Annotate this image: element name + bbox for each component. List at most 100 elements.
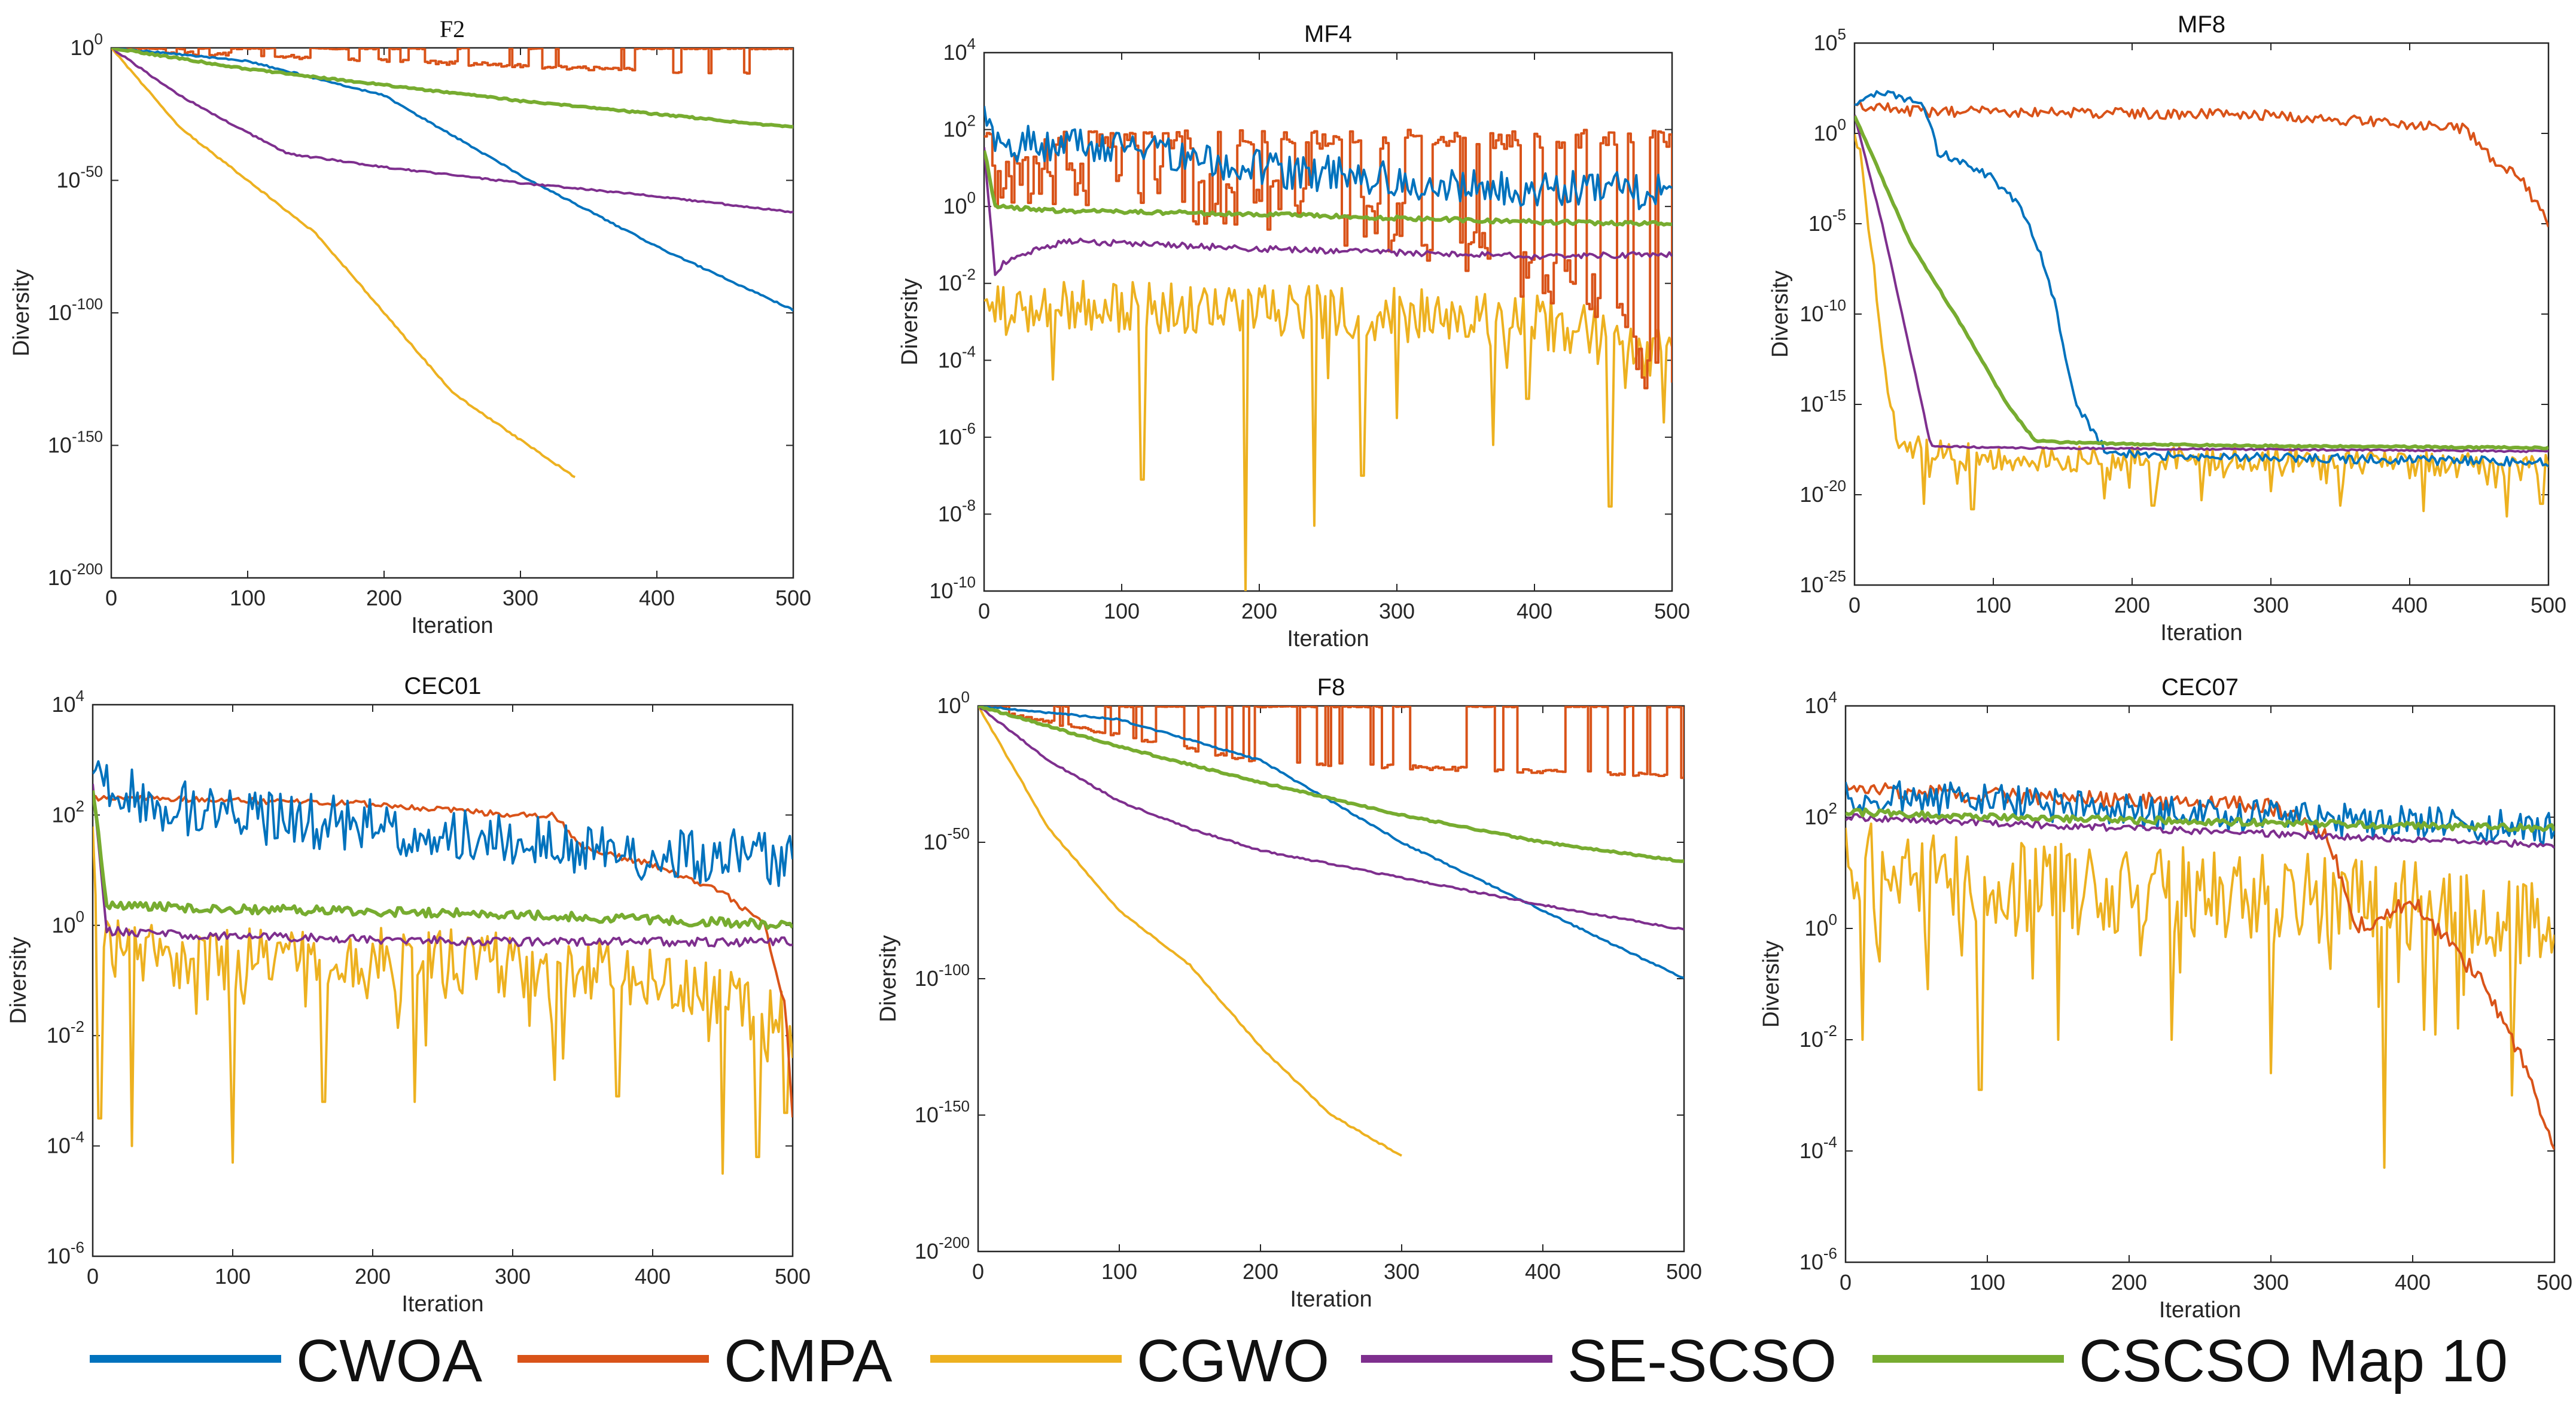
y-tick-label: 10-4 xyxy=(938,342,976,372)
legend-line-cscso-map-10 xyxy=(1872,1355,2064,1363)
series-line-cwoa xyxy=(93,760,793,887)
y-tick-label: 105 xyxy=(1813,25,1846,55)
legend-line-cwoa xyxy=(90,1355,281,1363)
y-tick-label: 10-20 xyxy=(1799,477,1846,507)
x-tick-label: 200 xyxy=(2114,593,2150,617)
plot-area xyxy=(110,47,794,579)
series-line-cwoa xyxy=(111,48,793,312)
legend-label-cgwo: CGWO xyxy=(1137,1327,1330,1394)
x-tick-label: 200 xyxy=(355,1264,391,1289)
y-tick-label: 10-15 xyxy=(1799,386,1846,416)
x-tick-label: 100 xyxy=(215,1264,251,1289)
series-group xyxy=(1855,90,2548,518)
chart-f2: F2 0 100 200 300 400 500 100 10-50 10-100 10-150 10… xyxy=(9,16,811,638)
series-line-cgwo xyxy=(978,706,1402,1157)
y-tick-label: 10-5 xyxy=(1808,206,1846,236)
y-tick-label: 102 xyxy=(943,112,976,142)
y-axis-label: Diversity xyxy=(1768,270,1793,358)
series-group xyxy=(984,106,1672,591)
y-axis-label: Diversity xyxy=(897,278,922,366)
y-tick-label: 104 xyxy=(943,35,976,65)
x-tick-label: 100 xyxy=(1104,599,1140,623)
series-line-cwoa xyxy=(984,106,1672,211)
legend-label-cmpa: CMPA xyxy=(724,1327,893,1394)
y-tick-label: 10-50 xyxy=(56,163,103,193)
y-tick-label: 10-6 xyxy=(938,419,976,449)
y-tick-label: 10-100 xyxy=(48,295,103,325)
y-tick-label: 102 xyxy=(1804,799,1837,829)
series-line-cwoa xyxy=(1846,780,2554,846)
plot-area xyxy=(977,705,1685,1253)
x-tick-label: 500 xyxy=(775,1264,811,1289)
legend-line-cgwo xyxy=(930,1355,1122,1363)
series-line-se-scso xyxy=(111,48,793,214)
x-axis-label: Iteration xyxy=(411,613,493,638)
y-tick-label: 100 xyxy=(943,188,976,218)
y-tick-label: 10-10 xyxy=(1799,296,1846,326)
x-tick-label: 0 xyxy=(1840,1270,1852,1295)
legend-label-cscso-map-10: CSCSO Map 10 xyxy=(2079,1327,2508,1394)
x-tick-label: 300 xyxy=(1384,1259,1420,1284)
series-line-cwoa xyxy=(978,706,1684,979)
legend-label-se-scso: SE-SCSO xyxy=(1567,1327,1837,1394)
x-tick-label: 500 xyxy=(775,586,811,610)
x-tick-label: 100 xyxy=(1969,1270,2005,1295)
x-tick-label: 400 xyxy=(2392,593,2428,617)
chart-title: F2 xyxy=(440,16,465,42)
x-tick-label: 200 xyxy=(366,586,402,610)
y-tick-label: 100 xyxy=(51,907,84,937)
y-tick-label: 104 xyxy=(51,687,84,717)
series-group xyxy=(1846,780,2554,1169)
series-line-cscso-map-10 xyxy=(111,48,793,129)
x-tick-label: 0 xyxy=(978,599,990,623)
x-tick-label: 300 xyxy=(495,1264,531,1289)
series-line-se-scso xyxy=(1846,813,2554,849)
x-tick-label: 400 xyxy=(2395,1270,2431,1295)
x-tick-label: 200 xyxy=(1243,1259,1278,1284)
chart-title: F8 xyxy=(1317,674,1345,701)
chart-mf8: MF8 0 100 200 300 400 500 105 100 10-5 10-10 10-15 1… xyxy=(1768,11,2566,645)
x-tick-label: 200 xyxy=(1241,599,1277,623)
x-tick-label: 300 xyxy=(503,586,538,610)
chart-cec01: CEC01 0 100 200 300 400 500 104 102 100 10-2 10-4 10… xyxy=(6,673,811,1317)
series-group xyxy=(978,706,1684,1157)
y-tick-label: 10-6 xyxy=(1799,1244,1837,1274)
chart-title: MF8 xyxy=(2178,11,2225,38)
series-group xyxy=(111,48,793,479)
x-tick-label: 400 xyxy=(1517,599,1552,623)
chart-f8: F8 0 100 200 300 400 500 100 10-50 10-100 10-150 10… xyxy=(876,674,1702,1312)
series-line-cgwo xyxy=(1846,822,2554,1169)
series-line-cscso-map-10 xyxy=(978,706,1684,863)
x-tick-label: 0 xyxy=(972,1259,984,1284)
y-tick-label: 102 xyxy=(51,797,84,827)
y-tick-label: 10-2 xyxy=(938,266,976,296)
series-line-se-scso xyxy=(1855,114,2548,453)
legend-line-cmpa xyxy=(517,1355,709,1363)
chart-cec07: CEC07 0 100 200 300 400 500 104 102 100 10-2 10-4 10… xyxy=(1759,674,2572,1323)
legend: CWOA CMPA CGWO SE-SCSO CSCSO Map 10 xyxy=(0,1322,2576,1394)
y-tick-label: 100 xyxy=(937,688,970,718)
x-tick-label: 300 xyxy=(2253,593,2289,617)
series-group xyxy=(93,760,793,1175)
y-tick-label: 100 xyxy=(70,30,103,60)
chart-title: MF4 xyxy=(1304,21,1352,47)
series-line-cgwo xyxy=(93,826,793,1175)
x-axis-label: Iteration xyxy=(2159,1298,2241,1323)
series-line-cwoa xyxy=(1855,90,2548,468)
x-tick-label: 0 xyxy=(87,1264,99,1289)
y-tick-label: 10-200 xyxy=(48,560,103,590)
series-line-cscso-map-10 xyxy=(93,790,793,930)
y-axis-label: Diversity xyxy=(6,937,31,1024)
plot-area xyxy=(1853,42,2550,586)
series-line-cmpa xyxy=(978,706,1684,779)
x-tick-label: 100 xyxy=(230,586,266,610)
y-tick-label: 10-150 xyxy=(915,1097,970,1127)
y-tick-label: 10-25 xyxy=(1799,567,1846,597)
chart-title: CEC01 xyxy=(404,673,482,699)
series-line-cgwo xyxy=(111,48,576,479)
y-tick-label: 10-50 xyxy=(923,824,970,854)
series-line-cscso-map-10 xyxy=(984,150,1672,227)
series-line-se-scso xyxy=(93,784,793,948)
series-line-cgwo xyxy=(1855,133,2548,518)
